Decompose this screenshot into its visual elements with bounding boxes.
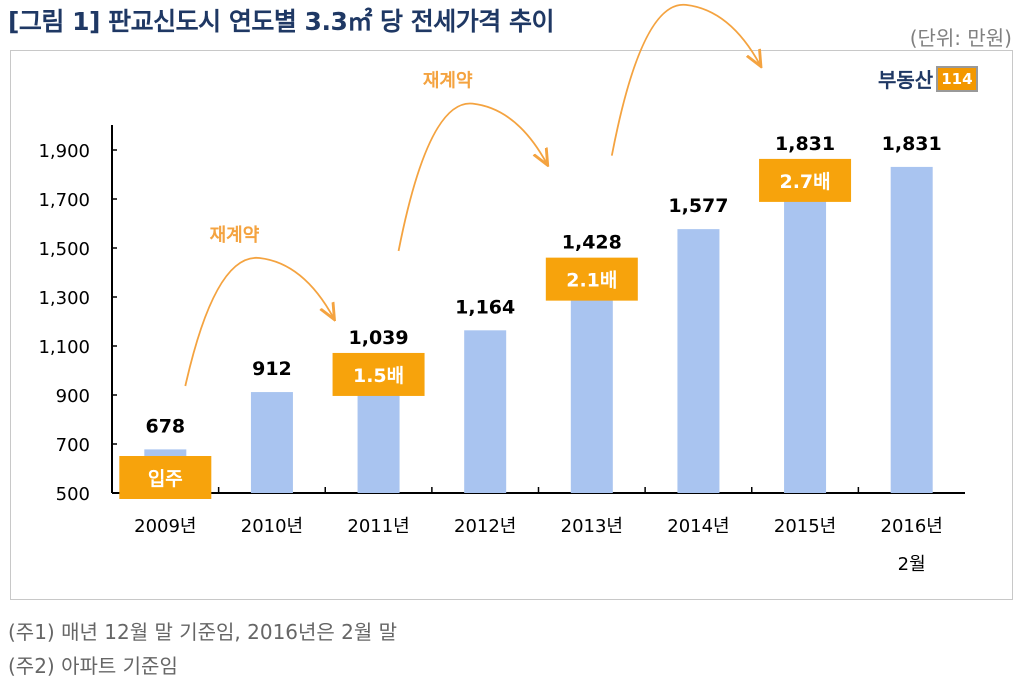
- x-tick-label: 2016년: [881, 516, 943, 537]
- y-tick-label: 1,700: [38, 190, 90, 211]
- unit-label: (단위: 만원): [909, 26, 1012, 50]
- badge-label: 2.1배: [566, 270, 617, 292]
- data-label: 1,831: [775, 133, 835, 155]
- badge-label: 2.7배: [779, 171, 830, 193]
- chart-frame: [10, 50, 1013, 600]
- note-2: (주2) 아파트 기준임: [8, 654, 178, 678]
- data-label: 1,039: [349, 327, 409, 349]
- y-tick-label: 1,100: [38, 337, 90, 358]
- data-label: 912: [252, 358, 292, 380]
- multiplier-badge: [332, 352, 425, 396]
- x-tick-label: 2013년: [561, 516, 623, 537]
- y-tick-label: 1,300: [38, 288, 90, 309]
- data-label: 1,831: [882, 133, 942, 155]
- arrow-label: 재계약: [210, 224, 260, 246]
- bar: [677, 229, 720, 493]
- bar: [890, 166, 933, 493]
- logo-number: 114: [936, 65, 978, 92]
- bar: [250, 392, 293, 493]
- y-tick-label: 700: [56, 435, 90, 456]
- x-tick-label: 2012년: [454, 516, 516, 537]
- y-tick-label: 900: [56, 386, 90, 407]
- y-tick-label: 500: [56, 484, 90, 505]
- logo-text: 부동산: [878, 68, 934, 92]
- renewal-arrow: [184, 257, 333, 387]
- y-tick-label: 1,900: [38, 141, 90, 162]
- x-tick-label: 2010년: [241, 516, 303, 537]
- renewal-arrow: [397, 102, 547, 252]
- multiplier-badge: [119, 456, 212, 499]
- chart-title: [그림 1] 판교신도시 연도별 3.3㎡ 당 전세가격 추이: [8, 7, 554, 36]
- bar: [784, 166, 827, 493]
- data-label: 1,428: [562, 232, 622, 254]
- data-label: 1,577: [668, 195, 728, 217]
- note-1: (주1) 매년 12월 말 기준임, 2016년은 2월 말: [8, 620, 398, 644]
- bar: [570, 265, 613, 493]
- badge-label: 입주: [148, 468, 183, 490]
- x-tick-label: 2009년: [134, 516, 196, 537]
- renewal-arrow: [610, 3, 760, 156]
- data-label: 1,164: [455, 296, 515, 318]
- logo: 부동산 114: [878, 64, 978, 93]
- multiplier-badge: [545, 257, 638, 301]
- x-tick-label: 2월: [898, 554, 926, 575]
- multiplier-badge: [759, 158, 852, 202]
- data-label: 678: [145, 415, 185, 437]
- y-tick-label: 1,500: [38, 239, 90, 260]
- x-tick-label: 2011년: [347, 516, 409, 537]
- bar: [464, 330, 507, 493]
- x-tick-label: 2014년: [667, 516, 729, 537]
- badge-label: 1.5배: [353, 365, 404, 387]
- arrow-label: 재계약: [423, 70, 473, 92]
- x-tick-label: 2015년: [774, 516, 836, 537]
